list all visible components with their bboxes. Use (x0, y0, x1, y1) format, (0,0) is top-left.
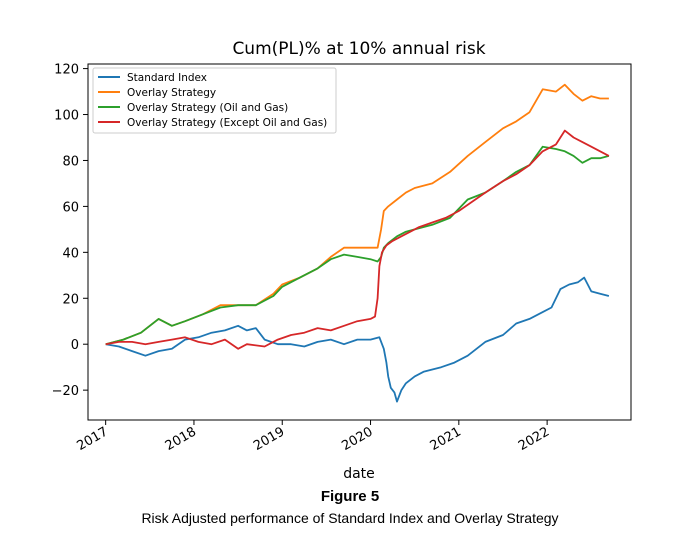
x-tick-label: 2017 (74, 424, 110, 454)
series-line-3 (105, 145, 610, 346)
series-line-4 (105, 129, 610, 350)
plot-frame (87, 63, 632, 421)
x-tick-label: 2022 (516, 424, 552, 454)
figure-label: Figure 5 (320, 488, 380, 505)
y-tick-label: 20 (62, 292, 79, 307)
y-tick-label: −20 (52, 384, 79, 399)
y-tick-label: 0 (71, 338, 79, 353)
x-tick-label: 2018 (163, 424, 199, 454)
y-tick-label: 80 (62, 154, 79, 169)
y-tick-label: 100 (54, 109, 79, 124)
x-tick-label: 2021 (428, 424, 464, 454)
y-tick-label: 40 (62, 246, 79, 261)
x-axis-label: date (343, 466, 375, 482)
legend-label: Overlay Strategy (Oil and Gas) (127, 102, 288, 114)
y-tick-label: 120 (54, 63, 79, 78)
series-line-2 (105, 83, 609, 346)
y-tick-label: 60 (62, 200, 79, 215)
legend: Standard Index Overlay Strategy Overlay St… (92, 67, 337, 134)
legend-label: Standard Index (127, 72, 207, 84)
x-tick-label: 2019 (251, 424, 287, 454)
x-tick-label: 2020 (339, 424, 375, 454)
figure-caption: Risk Adjusted performance of Standard In… (141, 510, 559, 526)
legend-box (92, 67, 337, 134)
series-layer (105, 83, 610, 403)
chart-title: Cum(PL)% at 10% annual risk (232, 39, 485, 59)
legend-label: Overlay Strategy (127, 87, 216, 99)
chart: Cum(PL)% at 10% annual risk −20 0 20 40 60 80… (52, 39, 632, 482)
legend-label: Overlay Strategy (Except Oil and Gas) (127, 117, 327, 129)
legend-items: Standard Index Overlay Strategy Overlay St… (98, 72, 327, 129)
series-line-1 (105, 276, 610, 403)
